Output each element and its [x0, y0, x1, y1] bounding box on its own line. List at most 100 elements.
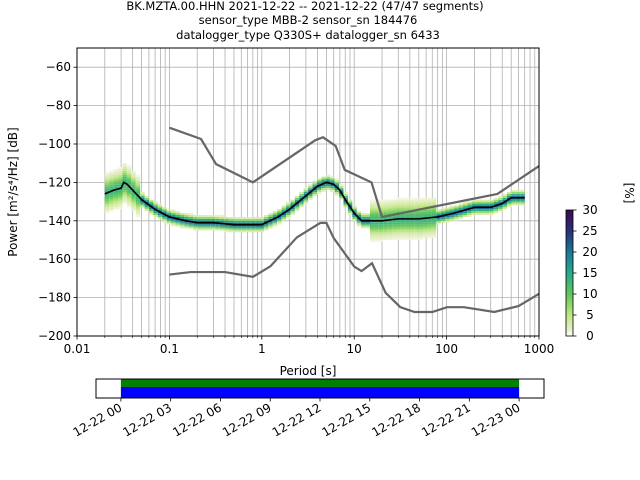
psd-density-cell [109, 182, 114, 185]
colorbar-step [566, 254, 573, 257]
psd-density-cell [255, 228, 260, 231]
psd-density-cell [374, 234, 379, 237]
psd-density-cell [299, 203, 304, 206]
psd-density-cell [423, 205, 428, 208]
psd-density-cell [140, 195, 145, 198]
psd-density-cell [184, 216, 189, 219]
psd-density-cell [237, 230, 242, 233]
title-line-2: sensor_type MBB-2 sensor_sn 184476 [199, 13, 418, 27]
psd-density-cell [308, 186, 313, 189]
psd-density-cell [423, 224, 428, 227]
psd-density-cell [294, 203, 300, 206]
psd-density-cell [392, 215, 397, 217]
psd-density-cell [414, 215, 419, 217]
psd-density-cell [396, 228, 401, 231]
psd-density-cell [131, 176, 136, 179]
psd-density-cell [255, 216, 260, 219]
psd-density-cell [113, 201, 119, 204]
psd-density-cell [396, 211, 401, 214]
psd-density-cell [462, 213, 468, 216]
psd-density-cell [109, 178, 114, 181]
psd-density-cell [414, 236, 419, 239]
psd-density-cell [392, 236, 397, 239]
psd-density-cell [104, 182, 110, 185]
psd-density-cell [118, 176, 123, 179]
psd-density-cell [166, 222, 172, 225]
psd-density-cell [334, 190, 340, 192]
psd-density-cell [131, 209, 136, 212]
psd-density-cell [303, 192, 309, 194]
psd-density-cell [462, 207, 468, 210]
psd-density-cell [197, 224, 203, 227]
psd-density-cell [316, 180, 322, 183]
psd-density-cell [383, 211, 388, 214]
psd-density-cell [228, 218, 233, 221]
psd-density-cell [162, 215, 167, 217]
psd-density-cell [440, 216, 446, 219]
psd-density-cell [126, 188, 132, 191]
psd-density-cell [392, 207, 397, 210]
psd-density-cell [118, 186, 123, 189]
psd-density-cell [171, 224, 176, 227]
psd-density-cell [294, 205, 300, 208]
psd-density-cell [290, 207, 295, 210]
colorbar-step [566, 279, 573, 282]
psd-density-cell [219, 226, 225, 229]
ppsd-plot-area: 0.01 0.1 1 10 100 1000 −200 −180 −160 −140 −120 −1… [38, 47, 554, 356]
psd-density-cell [400, 215, 406, 217]
psd-density-cell [423, 203, 428, 206]
x-axis-label: Period [s] [280, 364, 337, 378]
psd-density-cell [210, 216, 216, 219]
psd-density-cell [423, 197, 428, 200]
psd-density-cell [118, 178, 123, 181]
psd-density-cell [387, 205, 393, 208]
psd-density-cell [259, 220, 264, 223]
psd-density-cell [308, 195, 313, 198]
colorbar-step [566, 333, 573, 337]
psd-density-cell [427, 234, 432, 237]
psd-density-cell [259, 218, 264, 221]
psd-density-cell [175, 218, 180, 221]
psd-density-cell [118, 167, 123, 169]
psd-density-cell [423, 236, 428, 239]
x-tick-label: 1 [258, 342, 266, 356]
colorbar-step [566, 218, 573, 221]
psd-density-cell [316, 192, 322, 194]
colorbar-step [566, 235, 573, 238]
colorbar-step [566, 281, 573, 284]
psd-density-cell [502, 193, 508, 196]
colorbar-step [566, 252, 573, 255]
psd-density-cell [423, 234, 428, 237]
psd-density-cell [104, 188, 110, 191]
psd-density-cell [484, 205, 490, 208]
psd-density-cell [343, 203, 348, 206]
psd-density-cell [334, 180, 340, 183]
psd-density-cell [215, 216, 220, 219]
psd-density-cell [445, 218, 450, 221]
psd-density-cell [259, 216, 264, 219]
psd-density-cell [308, 188, 313, 191]
psd-density-cell [445, 207, 450, 210]
psd-density-cell [135, 211, 141, 214]
psd-density-cell [405, 218, 410, 221]
psd-density-cell [431, 228, 437, 231]
colorbar-gradient [566, 210, 573, 337]
psd-density-cell [131, 205, 136, 208]
psd-density-cell [308, 193, 313, 196]
psd-density-cell [334, 188, 340, 191]
psd-density-cell [179, 216, 185, 219]
psd-density-cell [405, 205, 410, 208]
psd-density-cell [188, 213, 194, 216]
psd-density-cell [184, 224, 189, 227]
colorbar-step [566, 287, 573, 291]
psd-density-cell [409, 238, 415, 240]
psd-density-cell [281, 215, 287, 217]
psd-density-cell [423, 211, 428, 214]
psd-density-cell [378, 228, 384, 231]
psd-density-cell [352, 207, 357, 210]
psd-density-cell [405, 216, 410, 219]
psd-density-cell [423, 209, 428, 212]
title-line-3: datalogger_type Q330S+ datalogger_sn 643… [176, 28, 440, 42]
psd-density-cell [104, 207, 110, 210]
psd-density-cell [339, 188, 344, 191]
